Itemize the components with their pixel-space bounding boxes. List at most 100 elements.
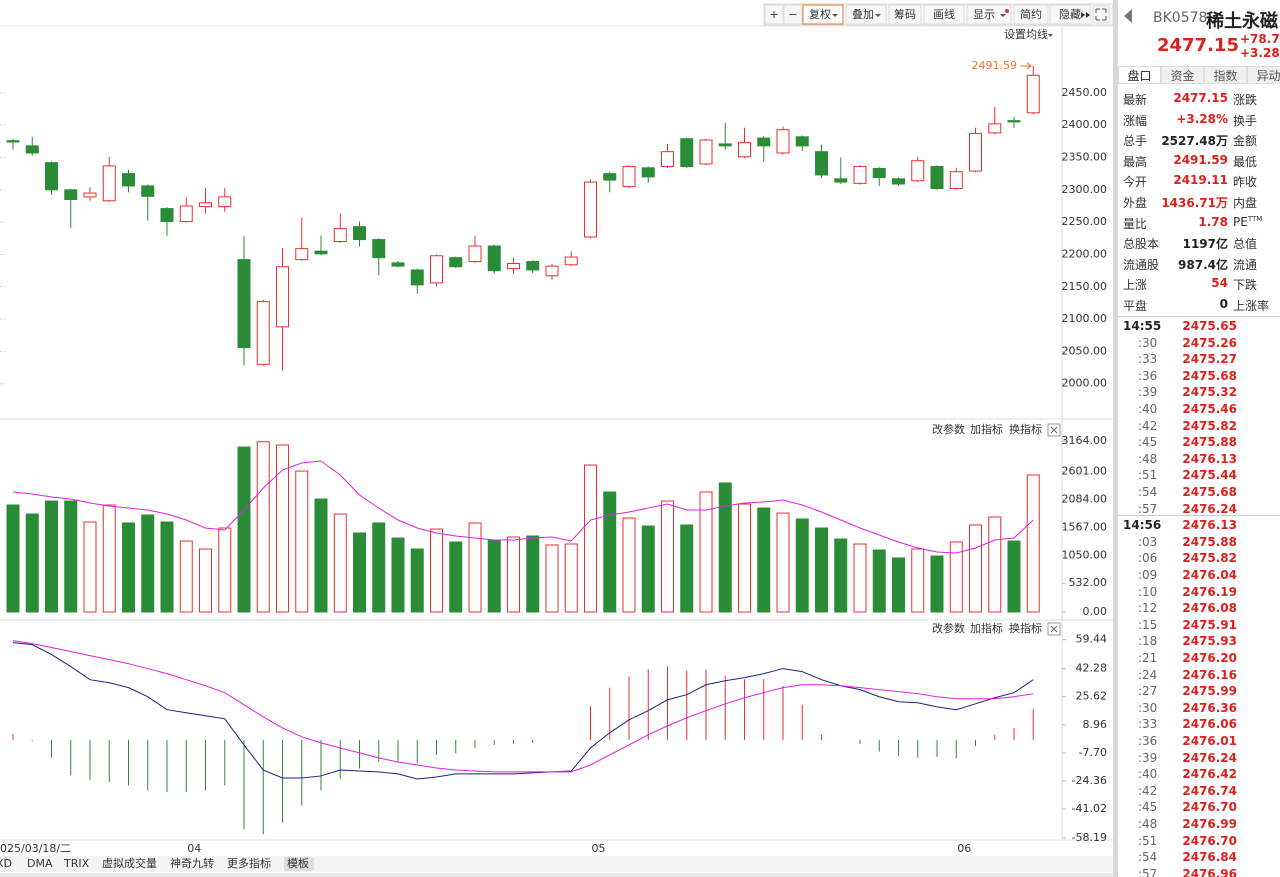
toolbar-label[interactable]: 复权	[809, 7, 831, 21]
splitter[interactable]	[1113, 0, 1118, 877]
toolbar-button[interactable]	[845, 4, 887, 25]
indicator-button[interactable]: 换指标	[1009, 422, 1042, 436]
panel-tab[interactable]: 盘口	[1118, 66, 1161, 84]
candle-body	[122, 173, 135, 187]
volume-bar	[333, 513, 347, 613]
indicator-button[interactable]: 加指标	[970, 422, 1003, 436]
tick-price: 2475.44	[1182, 468, 1237, 483]
stat-value: 2419.11	[1173, 173, 1228, 188]
tab-box[interactable]	[284, 857, 314, 871]
toolbar-label[interactable]: 画线	[933, 7, 955, 21]
tick-price: 2475.46	[1182, 402, 1237, 416]
toolbar-button[interactable]	[966, 4, 1012, 25]
tick-time: :48	[1138, 451, 1158, 466]
volume-bar	[892, 557, 905, 613]
candle-body	[333, 228, 347, 243]
candle-body	[718, 143, 732, 147]
candle-body	[295, 248, 309, 261]
indicator-tab[interactable]: XD	[0, 857, 12, 870]
dropdown-arrow	[1048, 34, 1053, 37]
tick-time: :24	[1138, 667, 1158, 682]
volume-bar	[276, 444, 289, 613]
stat-label: 总股本	[1123, 237, 1160, 252]
indicator-button[interactable]: 换指标	[1009, 621, 1042, 635]
candle-body	[872, 167, 886, 179]
ma-setting[interactable]: 设置均线	[1004, 27, 1048, 41]
indicator-tab[interactable]: 神奇九转	[170, 856, 214, 870]
tick-time: :48	[1138, 817, 1158, 831]
panel-tab[interactable]: 指数	[1204, 66, 1247, 84]
y-tick-label: 532.00	[1069, 576, 1108, 589]
volume-bar	[218, 527, 232, 613]
dropdown-arrow	[1000, 14, 1006, 17]
toolbar-label[interactable]: 简约	[1020, 7, 1042, 21]
toolbar-button[interactable]	[764, 4, 784, 25]
candle-body	[353, 226, 366, 241]
volume-bar	[564, 543, 578, 613]
candle-body	[564, 256, 578, 266]
volume-bar	[661, 500, 674, 613]
toolbar-label[interactable]: 叠加	[852, 8, 874, 21]
y-tick-label: -41.02	[1072, 802, 1107, 815]
panel-tab[interactable]: 异动	[1247, 66, 1280, 84]
toolbar-label[interactable]: 隐藏	[1059, 8, 1081, 21]
fullscreen-btn[interactable]	[1092, 5, 1110, 24]
tick-price: 2476.96	[1182, 866, 1237, 877]
volume-bar	[314, 498, 328, 613]
toolbar-label[interactable]: −	[788, 8, 797, 21]
tick-time: :39	[1138, 750, 1158, 765]
y-tick-label: 1050.00	[1062, 548, 1108, 561]
tick-price: 2475.82	[1182, 551, 1237, 566]
tick-price: 2476.99	[1182, 817, 1237, 831]
fullscreen-icon	[1095, 8, 1107, 21]
tick-time: :12	[1138, 601, 1158, 616]
toolbar-button[interactable]	[1049, 4, 1091, 25]
volume-bar	[468, 522, 482, 613]
candle-body	[545, 265, 559, 277]
toolbar-label[interactable]: +	[769, 8, 778, 21]
indicator-button[interactable]: 改参数	[932, 621, 965, 635]
toolbar-button[interactable]	[888, 4, 922, 25]
panel-tab[interactable]: 资金	[1161, 66, 1204, 84]
back-arrow[interactable]	[1124, 9, 1132, 23]
volume-bar	[122, 522, 135, 613]
volume-bar	[141, 514, 155, 613]
volume-bar	[256, 441, 270, 613]
volume-bar	[353, 532, 366, 613]
tick-time: :51	[1138, 468, 1158, 483]
volume-bar	[641, 525, 655, 613]
stat-label2: 上涨率	[1233, 299, 1270, 313]
tick-price: 2475.27	[1182, 352, 1237, 367]
stat-value: 1436.71万	[1161, 196, 1228, 210]
indicator-button[interactable]: 改参数	[932, 422, 965, 436]
x-tick-label: 06	[957, 842, 971, 855]
volume-bar	[160, 521, 174, 613]
volume-bar	[25, 513, 39, 613]
tick-time: :51	[1138, 833, 1158, 848]
tick-price: 2476.74	[1182, 783, 1237, 798]
y-tick-label: 0.00	[1083, 605, 1108, 618]
toolbar-label[interactable]: 筹码	[894, 7, 916, 21]
candle-body	[45, 162, 58, 191]
indicator-tab[interactable]: DMA	[27, 857, 53, 870]
candle-body	[372, 239, 386, 259]
candle-body	[949, 171, 963, 190]
indicator-button[interactable]: 加指标	[970, 621, 1003, 635]
candle-body	[410, 269, 424, 286]
toolbar-label[interactable]: 显示	[973, 8, 995, 21]
stat-value: 2491.59	[1173, 152, 1228, 167]
indicator-tab[interactable]: 虚拟成交量	[102, 856, 157, 870]
candle-body	[25, 145, 39, 154]
tick-time: :33	[1138, 352, 1158, 367]
toolbar-button[interactable]	[1013, 4, 1049, 25]
indicator-tab[interactable]: 更多指标	[227, 856, 271, 870]
stat-label2: 涨跌	[1233, 93, 1258, 107]
indicator-tab[interactable]: TRIX	[63, 857, 90, 870]
toolbar-button[interactable]	[923, 4, 965, 25]
stat-value: 0	[1219, 297, 1228, 311]
x-tick-label: 05	[592, 842, 606, 855]
indicator-tab[interactable]: 模板	[287, 856, 309, 870]
toolbar-button[interactable]	[783, 4, 803, 25]
toolbar-button[interactable]	[802, 4, 844, 25]
y-tick-label: -7.70	[1079, 746, 1107, 759]
